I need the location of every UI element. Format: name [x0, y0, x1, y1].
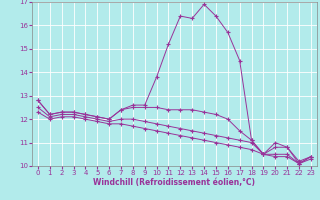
X-axis label: Windchill (Refroidissement éolien,°C): Windchill (Refroidissement éolien,°C) [93, 178, 255, 187]
